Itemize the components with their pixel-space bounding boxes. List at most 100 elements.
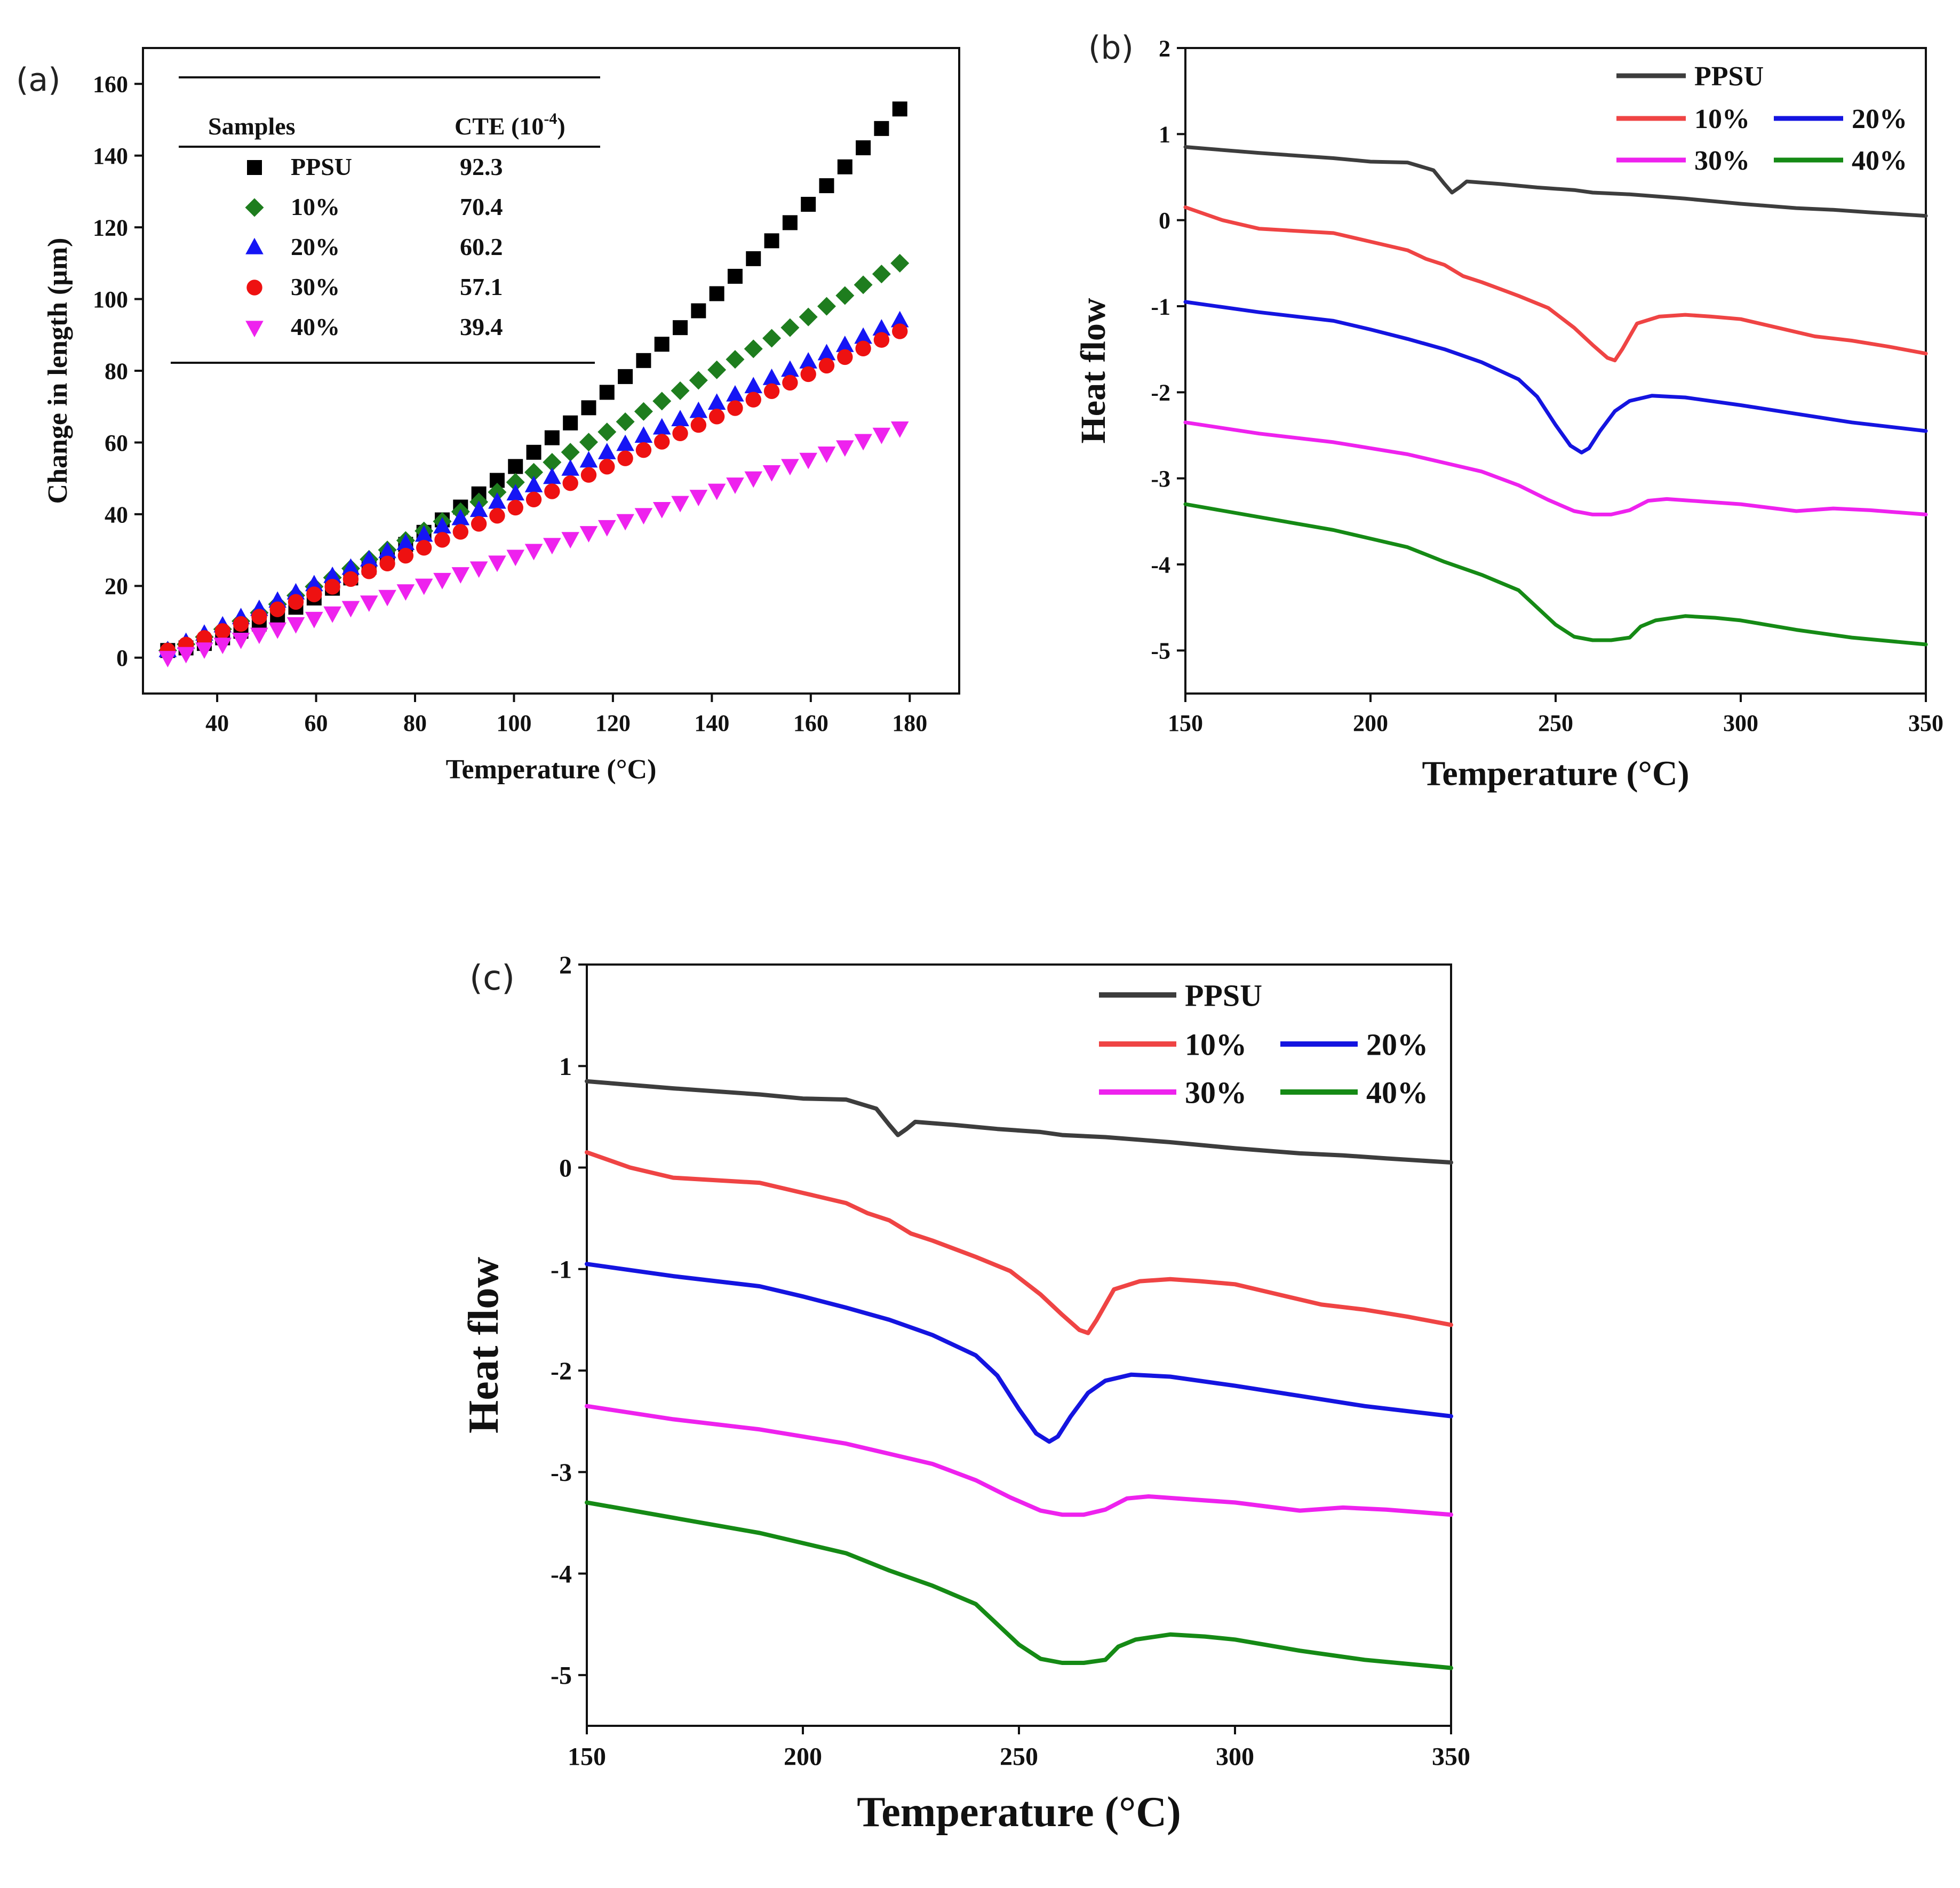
data-point (433, 572, 451, 589)
x-tick-label: 200 (1353, 710, 1388, 736)
data-point (726, 385, 744, 402)
data-point (415, 578, 433, 595)
data-point (872, 265, 891, 284)
data-point (471, 516, 487, 532)
x-tick-label: 300 (1723, 710, 1758, 736)
series-line-20pct (585, 1262, 1453, 1444)
data-point (837, 159, 852, 174)
data-point (652, 392, 672, 411)
table-header-cte: CTE (10-4) (455, 110, 565, 140)
legend-label: 20% (1366, 1027, 1428, 1062)
data-point (251, 609, 267, 625)
x-tick-label: 120 (595, 710, 631, 736)
legend-label: PPSU (1694, 61, 1764, 92)
data-point (763, 383, 780, 399)
data-point (599, 385, 615, 400)
legend-label: 10% (1185, 1027, 1247, 1062)
data-point (727, 400, 743, 416)
data-point (525, 491, 542, 508)
y-tick-label: -1 (551, 1256, 572, 1284)
data-point (654, 337, 670, 352)
x-tick-label: 250 (1000, 1743, 1038, 1771)
data-point (469, 500, 488, 517)
data-point (817, 344, 836, 361)
data-point (634, 402, 653, 421)
legend-label: 40% (1366, 1075, 1428, 1110)
data-point (288, 594, 304, 610)
series-line-10pct (585, 1150, 1453, 1335)
x-tick-label: 160 (793, 710, 828, 736)
data-point (451, 567, 470, 584)
data-point (434, 532, 450, 548)
y-tick-label: -1 (1151, 293, 1170, 320)
data-point (579, 433, 598, 452)
y-tick-label: -5 (551, 1662, 572, 1690)
data-point (488, 492, 506, 509)
data-point (269, 601, 285, 617)
y-tick-label: -3 (1151, 466, 1170, 492)
x-tick-label: 60 (305, 710, 328, 736)
data-point (360, 550, 378, 567)
data-point (709, 286, 724, 301)
table-sample-name: 30% (291, 273, 340, 300)
data-point (213, 638, 232, 655)
data-point (652, 418, 671, 435)
y-tick-label: 100 (93, 286, 128, 313)
data-point (636, 353, 651, 368)
y-tick-label: 2 (1159, 35, 1170, 61)
data-point (469, 561, 488, 578)
data-point (780, 318, 800, 337)
table-cte-value: 92.3 (460, 153, 503, 180)
data-point (854, 434, 872, 451)
data-point (744, 471, 763, 488)
y-tick-label: 1 (559, 1053, 572, 1081)
table-cte-value: 70.4 (460, 193, 503, 220)
y-tick-label: 120 (93, 215, 128, 241)
y-tick-label: 1 (1159, 122, 1170, 148)
data-point (214, 623, 230, 639)
series-line-10pct (1183, 205, 1928, 363)
data-point (726, 477, 744, 494)
data-point (671, 381, 690, 400)
data-point (250, 627, 268, 644)
data-point (416, 540, 432, 556)
data-point (286, 617, 305, 634)
data-point (507, 499, 523, 516)
data-point (561, 532, 579, 549)
cte-table: Samples CTE (10-4) PPSU 92.3 10% 70.4 20% 60.2 3… (171, 76, 600, 364)
x-tick-label: 140 (694, 710, 729, 736)
x-tick-label: 150 (568, 1743, 606, 1771)
data-point (233, 616, 249, 632)
data-point (563, 415, 578, 431)
data-point (268, 622, 287, 639)
data-point (524, 463, 544, 482)
data-point (872, 427, 891, 444)
y-axis-title: Change in length (μm) (43, 238, 73, 504)
legend: PPSU 10% 20% 30% 40% (1099, 978, 1428, 1110)
data-point (562, 475, 578, 491)
data-point (890, 421, 909, 438)
data-point (245, 198, 264, 217)
data-point (526, 444, 541, 460)
table-cte-value: 60.2 (460, 233, 503, 260)
y-tick-label: 80 (105, 358, 128, 384)
panel-label: (a) (16, 61, 61, 99)
data-point (673, 320, 688, 336)
series-line-30pct (585, 1404, 1453, 1517)
data-point (232, 633, 250, 649)
panel-a-cte-scatter: 40 60 80 100 120 140 160 180 0 20 40 60 80 100 120 140 1… (16, 47, 960, 785)
panel-b-dsc-curves: 150 200 250 300 350 2 1 0 -1 -2 -3 -4 -5 Temperature … (1074, 29, 1943, 793)
data-point (744, 377, 763, 394)
data-point (580, 467, 597, 483)
x-tick-label: 350 (1908, 710, 1943, 736)
data-point (396, 584, 415, 601)
y-tick-label: 140 (93, 143, 128, 169)
data-point (836, 336, 854, 352)
data-point (672, 425, 688, 442)
panel-label: (c) (469, 959, 515, 998)
x-tick-label: 300 (1216, 1743, 1254, 1771)
y-tick-label: -5 (1151, 638, 1170, 664)
data-point (543, 538, 561, 555)
data-point (726, 350, 745, 369)
legend-label: 10% (1694, 104, 1750, 134)
